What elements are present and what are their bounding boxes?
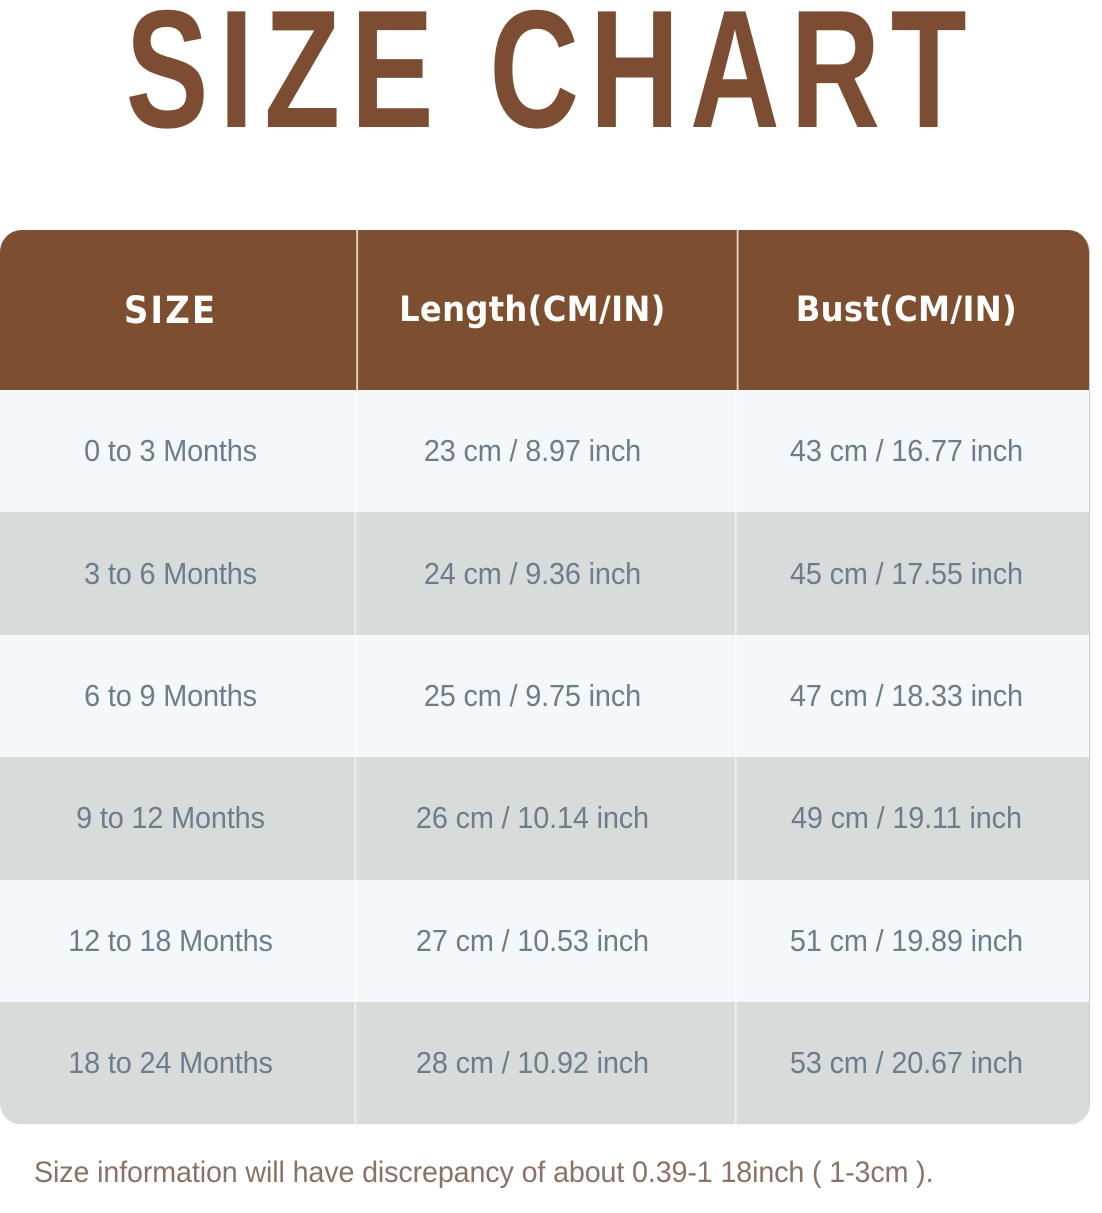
table-row: 12 to 18 Months 27 cm / 10.53 inch 51 cm… <box>0 879 1089 1002</box>
cell-size: 9 to 12 Months <box>76 800 265 836</box>
cell-length: 28 cm / 10.92 inch <box>354 1001 708 1125</box>
table-row: 0 to 3 Months 23 cm / 8.97 inch 43 cm / … <box>0 390 1089 513</box>
discrepancy-note: Size information will have discrepancy o… <box>34 1156 934 1189</box>
cell-bust: 47 cm / 18.33 inch <box>734 634 1076 758</box>
cell-length: 26 cm / 10.14 inch <box>354 757 708 880</box>
cell-size: 3 to 6 Months <box>84 555 257 591</box>
cell-bust: 53 cm / 20.67 inch <box>734 1001 1076 1125</box>
table-row: 3 to 6 Months 24 cm / 9.36 inch 45 cm / … <box>0 512 1089 635</box>
cell-size: 18 to 24 Months <box>68 1045 273 1081</box>
table-row: 6 to 9 Months 25 cm / 9.75 inch 47 cm / … <box>0 634 1089 758</box>
page-title-container: SIZE CHART <box>0 0 1102 200</box>
table-row: 9 to 12 Months 26 cm / 10.14 inch 49 cm … <box>0 757 1089 880</box>
cell-length: 24 cm / 9.36 inch <box>354 512 708 635</box>
cell-bust: 45 cm / 17.55 inch <box>734 512 1076 635</box>
column-header-bust: Bust(CM/IN) <box>736 230 1075 390</box>
cell-size: 0 to 3 Months <box>84 433 257 469</box>
cell-size: 6 to 9 Months <box>84 677 257 713</box>
cell-length: 25 cm / 9.75 inch <box>354 634 708 758</box>
cell-length: 27 cm / 10.53 inch <box>354 879 708 1002</box>
table-row: 18 to 24 Months 28 cm / 10.92 inch 53 cm… <box>0 1001 1089 1125</box>
cell-size: 12 to 18 Months <box>68 922 273 958</box>
size-chart-table: SIZE Length(CM/IN) Bust(CM/IN) 0 to 3 Mo… <box>0 230 1090 1125</box>
cell-bust: 49 cm / 19.11 inch <box>734 757 1076 880</box>
cell-bust: 51 cm / 19.89 inch <box>734 879 1076 1002</box>
page-title: SIZE CHART <box>125 0 977 163</box>
table-header-row: SIZE Length(CM/IN) Bust(CM/IN) <box>0 230 1089 390</box>
column-header-length: Length(CM/IN) <box>356 230 707 390</box>
column-header-size: SIZE <box>123 288 218 332</box>
cell-length: 23 cm / 8.97 inch <box>354 390 708 513</box>
cell-bust: 43 cm / 16.77 inch <box>734 390 1076 513</box>
